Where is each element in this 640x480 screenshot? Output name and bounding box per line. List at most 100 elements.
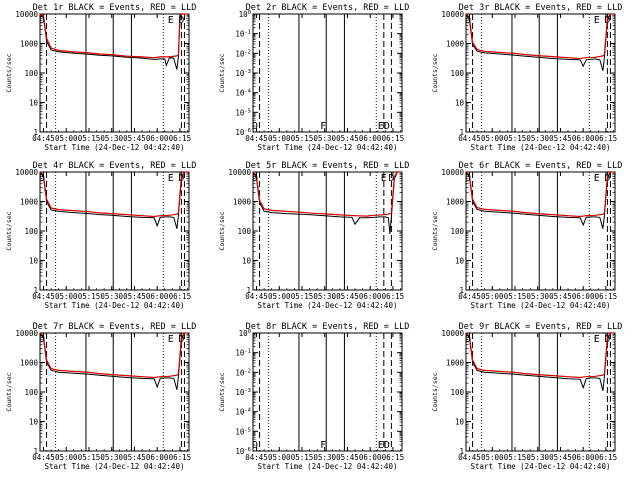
marker-label: D <box>178 15 184 26</box>
y-tick-label: 10 <box>29 257 39 266</box>
x-tick-label: 06:15 <box>382 134 405 143</box>
x-axis-label: Start Time (24-Dec-12 04:42:40) <box>45 462 185 471</box>
y-axis-label: Counts/sec <box>218 211 226 250</box>
plot-frame <box>252 13 403 133</box>
x-tick-label: 05:30 <box>526 292 549 301</box>
x-tick-label: 05:00 <box>481 134 504 143</box>
panel-det-2: Det 2r BLACK = Events, RED = LLD 10-6 10-5… <box>218 3 409 152</box>
panel-det-1: Det 1r BLACK = Events, RED = LLD 1 10 100 10… <box>5 3 196 152</box>
marker-label: D <box>465 15 471 26</box>
y-tick-label: 1 <box>459 447 464 456</box>
y-tick-label: 10 <box>29 99 39 108</box>
marker-label: E <box>594 173 600 184</box>
y-tick-label: 10-3 <box>235 388 251 397</box>
panel-title: Det 3r BLACK = Events, RED = LLD <box>459 3 623 13</box>
x-tick-label: 06:00 <box>572 453 595 462</box>
x-tick-label: 05:30 <box>313 292 336 301</box>
y-tick-label: 10-4 <box>235 408 251 417</box>
x-axis-label: Start Time (24-Dec-12 04:42:40) <box>471 143 611 152</box>
x-tick-label: 05:15 <box>291 292 314 301</box>
marker-label: D <box>388 173 394 184</box>
y-tick-label: 100 <box>450 69 464 78</box>
x-tick-label: 04:45 <box>245 292 268 301</box>
x-axis-label: Start Time (24-Dec-12 04:42:40) <box>45 143 185 152</box>
marker-label: D <box>178 173 184 184</box>
series-events <box>253 171 401 234</box>
marker-label: F <box>320 121 326 132</box>
x-tick-label: 05:15 <box>78 453 101 462</box>
x-tick-label: 05:00 <box>268 134 291 143</box>
series-lld <box>40 332 188 379</box>
x-tick-label: 06:15 <box>169 453 192 462</box>
y-tick-label: 1000 <box>20 40 39 49</box>
x-tick-label: 05:30 <box>313 453 336 462</box>
marker-label: D <box>252 173 258 184</box>
y-axis-label: Counts/sec <box>431 211 439 250</box>
panel-det-7: Det 7r BLACK = Events, RED = LLD 1 10 100 10… <box>5 322 196 471</box>
x-tick-label: 06:00 <box>359 453 382 462</box>
panel-det-3: Det 3r BLACK = Events, RED = LLD 1 10 100 10… <box>431 3 622 152</box>
y-tick-label: 1 <box>33 286 38 295</box>
series-events <box>40 332 188 390</box>
y-axis-label: Counts/sec <box>5 211 13 250</box>
x-tick-label: 04:45 <box>458 134 481 143</box>
panel-title: Det 4r BLACK = Events, RED = LLD <box>33 161 197 171</box>
marker-label: F <box>320 440 326 451</box>
x-tick-label: 06:00 <box>146 292 169 301</box>
x-tick-label: 05:15 <box>78 292 101 301</box>
x-axis-label: Start Time (24-Dec-12 04:42:40) <box>471 462 611 471</box>
marker-label: D <box>39 334 45 345</box>
x-tick-label: 05:15 <box>504 134 527 143</box>
x-tick-label: 06:15 <box>595 292 618 301</box>
y-tick-label: 10-1 <box>235 349 251 358</box>
y-tick-label: 10000 <box>15 329 38 338</box>
x-tick-label: 05:30 <box>313 134 336 143</box>
y-tick-label: 1000 <box>446 40 465 49</box>
y-tick-label: 1 <box>459 286 464 295</box>
y-tick-label: 10-2 <box>235 368 251 377</box>
x-tick-label: 05:45 <box>336 134 359 143</box>
x-tick-label: 05:45 <box>549 453 572 462</box>
x-tick-label: 05:30 <box>100 453 123 462</box>
x-tick-label: 05:00 <box>55 453 78 462</box>
x-tick-label: 06:00 <box>146 134 169 143</box>
x-tick-label: 06:00 <box>572 134 595 143</box>
x-tick-label: 05:45 <box>336 453 359 462</box>
plot-frame <box>252 332 403 452</box>
x-tick-label: 05:45 <box>549 134 572 143</box>
y-tick-label: 1 <box>33 128 38 137</box>
x-tick-label: 05:30 <box>100 134 123 143</box>
y-tick-label: 10000 <box>228 168 251 177</box>
y-tick-label: 1 <box>246 286 251 295</box>
series-events <box>466 171 614 229</box>
panel-title: Det 1r BLACK = Events, RED = LLD <box>33 3 197 13</box>
y-tick-label: 10-6 <box>235 447 251 456</box>
y-tick-label: 1000 <box>446 359 465 368</box>
panel-det-9: Det 9r BLACK = Events, RED = LLD 1 10 100 10… <box>431 322 622 471</box>
series-events <box>466 13 614 71</box>
series-lld <box>466 332 614 379</box>
marker-label: E <box>594 15 600 26</box>
x-tick-label: 05:45 <box>336 292 359 301</box>
panel-det-4: Det 4r BLACK = Events, RED = LLD 1 10 100 10… <box>5 161 196 310</box>
x-axis-label: Start Time (24-Dec-12 04:42:40) <box>258 462 398 471</box>
x-tick-label: 05:15 <box>291 453 314 462</box>
y-tick-label: 10 <box>455 418 465 427</box>
x-tick-label: 05:30 <box>526 134 549 143</box>
marker-label: D <box>384 440 390 451</box>
panel-title: Det 7r BLACK = Events, RED = LLD <box>33 322 197 332</box>
y-tick-label: 10-4 <box>235 89 251 98</box>
y-tick-label: 1000 <box>233 198 252 207</box>
x-tick-label: 05:15 <box>504 292 527 301</box>
series-lld <box>465 13 614 60</box>
y-tick-label: 100 <box>24 69 38 78</box>
panel-title: Det 5r BLACK = Events, RED = LLD <box>246 161 410 171</box>
x-tick-label: 06:15 <box>595 453 618 462</box>
x-tick-label: 05:00 <box>268 453 291 462</box>
y-tick-label: 10-6 <box>235 128 251 137</box>
marker-label: E <box>378 121 384 132</box>
x-tick-label: 05:00 <box>55 134 78 143</box>
y-tick-label: 10000 <box>441 329 464 338</box>
x-tick-label: 06:15 <box>169 292 192 301</box>
plot-frame <box>39 332 190 452</box>
